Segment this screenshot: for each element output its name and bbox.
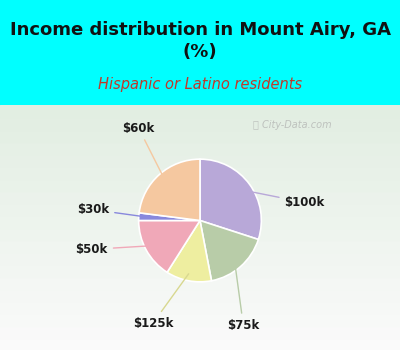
Wedge shape: [139, 213, 200, 220]
Bar: [0, 166, 400, 178]
Bar: [0, 117, 400, 130]
Text: $60k: $60k: [122, 121, 164, 179]
Bar: [0, 142, 400, 154]
Text: $50k: $50k: [76, 243, 152, 256]
Bar: [0, 191, 400, 203]
Bar: [0, 215, 400, 228]
Bar: [0, 301, 400, 313]
Bar: [0, 154, 400, 166]
Wedge shape: [200, 159, 261, 239]
Wedge shape: [200, 220, 258, 281]
Bar: [0, 178, 400, 191]
Bar: [0, 289, 400, 301]
Bar: [0, 276, 400, 289]
Wedge shape: [139, 220, 200, 272]
Bar: [0, 252, 400, 264]
Bar: [0, 203, 400, 215]
Text: Hispanic or Latino residents: Hispanic or Latino residents: [98, 77, 302, 92]
Bar: [0, 130, 400, 142]
Bar: [0, 240, 400, 252]
Bar: [0, 264, 400, 276]
Bar: [0, 326, 400, 338]
Text: Income distribution in Mount Airy, GA
(%): Income distribution in Mount Airy, GA (%…: [10, 21, 390, 61]
Wedge shape: [167, 220, 212, 282]
Text: $125k: $125k: [133, 274, 189, 329]
Text: $100k: $100k: [245, 190, 325, 209]
Bar: [0, 338, 400, 350]
Wedge shape: [139, 159, 200, 220]
Text: $30k: $30k: [77, 203, 145, 217]
Bar: [0, 228, 400, 240]
Text: ⓘ City-Data.com: ⓘ City-Data.com: [253, 120, 331, 130]
Bar: [0, 105, 400, 117]
Text: $75k: $75k: [227, 262, 260, 332]
Bar: [0, 313, 400, 326]
